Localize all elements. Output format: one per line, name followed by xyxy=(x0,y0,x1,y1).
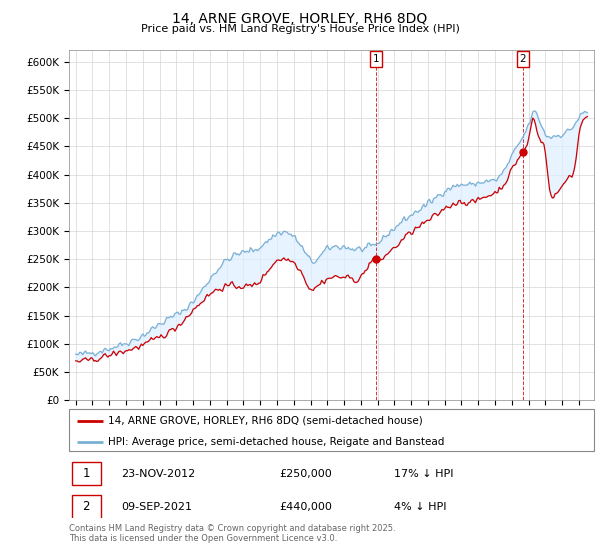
Text: 14, ARNE GROVE, HORLEY, RH6 8DQ: 14, ARNE GROVE, HORLEY, RH6 8DQ xyxy=(172,12,428,26)
Text: 17% ↓ HPI: 17% ↓ HPI xyxy=(395,469,454,479)
Text: Price paid vs. HM Land Registry's House Price Index (HPI): Price paid vs. HM Land Registry's House … xyxy=(140,24,460,34)
Text: 14, ARNE GROVE, HORLEY, RH6 8DQ (semi-detached house): 14, ARNE GROVE, HORLEY, RH6 8DQ (semi-de… xyxy=(109,416,423,426)
Text: 4% ↓ HPI: 4% ↓ HPI xyxy=(395,502,447,512)
Text: 2: 2 xyxy=(82,501,90,514)
Text: 23-NOV-2012: 23-NOV-2012 xyxy=(121,469,196,479)
FancyBboxPatch shape xyxy=(71,462,101,486)
Text: Contains HM Land Registry data © Crown copyright and database right 2025.
This d: Contains HM Land Registry data © Crown c… xyxy=(69,524,395,543)
Text: £250,000: £250,000 xyxy=(279,469,332,479)
Text: HPI: Average price, semi-detached house, Reigate and Banstead: HPI: Average price, semi-detached house,… xyxy=(109,437,445,446)
FancyBboxPatch shape xyxy=(71,495,101,519)
Text: 09-SEP-2021: 09-SEP-2021 xyxy=(121,502,193,512)
Text: 1: 1 xyxy=(82,467,90,480)
Text: 1: 1 xyxy=(373,54,379,64)
Text: £440,000: £440,000 xyxy=(279,502,332,512)
FancyBboxPatch shape xyxy=(69,409,594,451)
Text: 2: 2 xyxy=(520,54,526,64)
